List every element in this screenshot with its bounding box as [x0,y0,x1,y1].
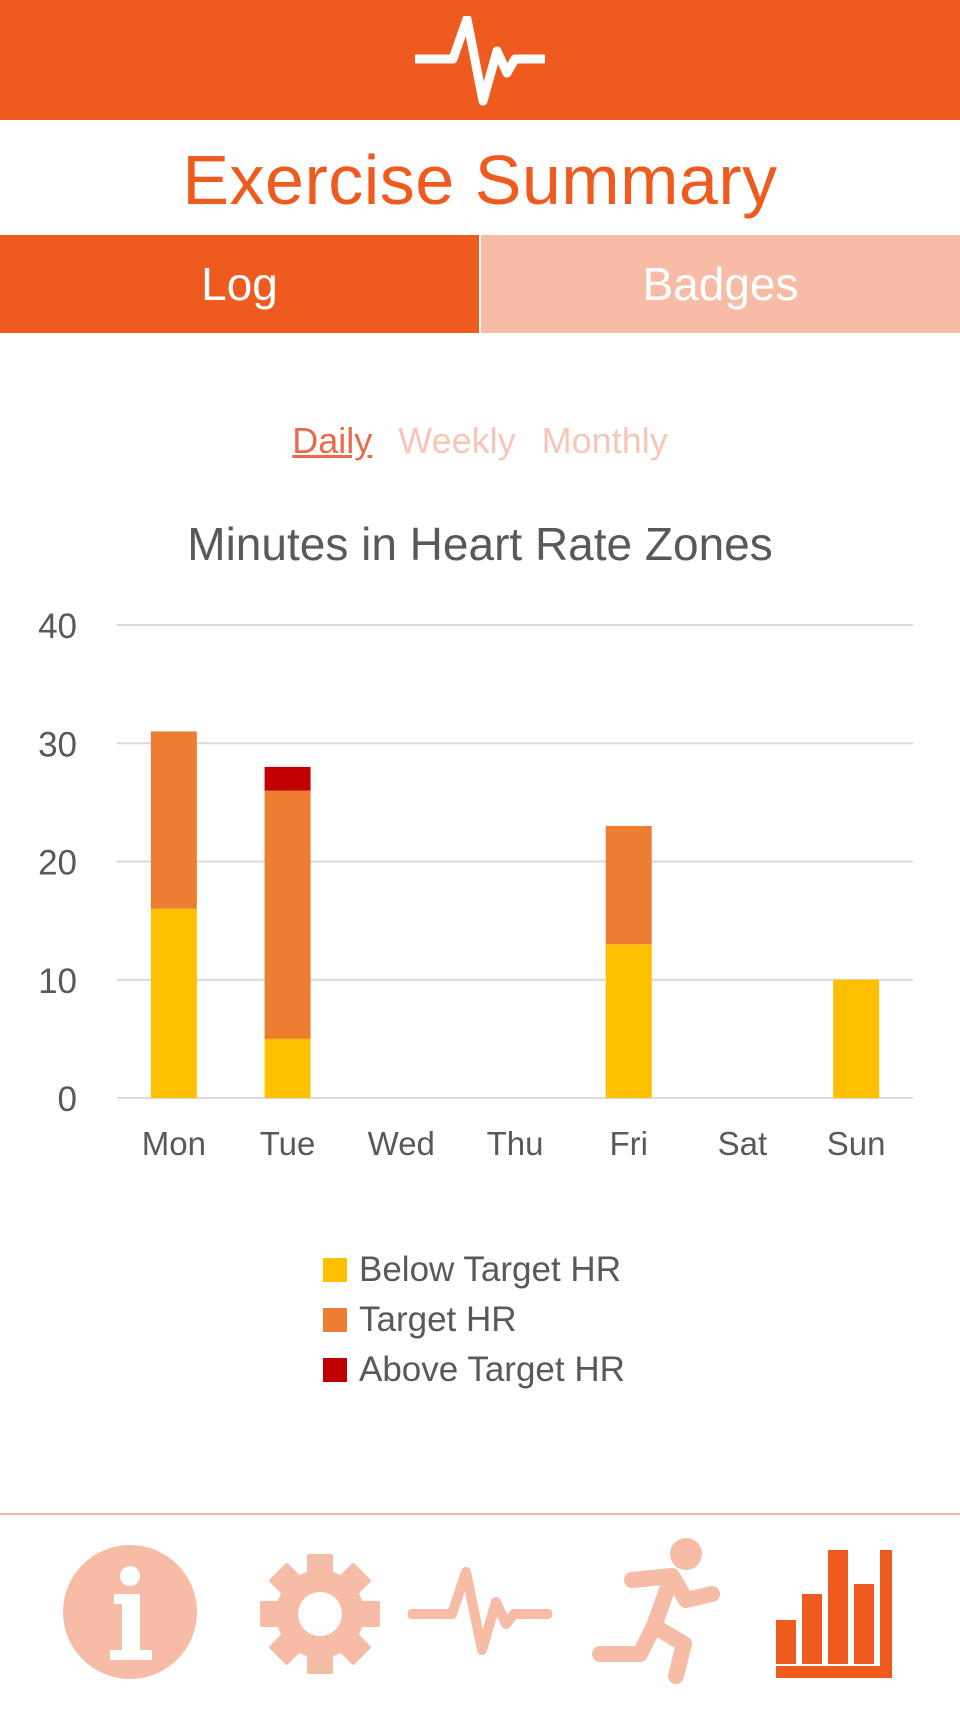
x-tick-label: Sat [718,1125,768,1162]
heart-rate-zones-chart: Minutes in Heart Rate Zones 0 10 20 30 40 Mon T… [38,518,913,1162]
bottom-nav [0,1530,960,1709]
x-tick-label: Wed [368,1125,435,1162]
y-tick-label: 0 [58,1080,77,1119]
tab-badges[interactable]: Badges [481,235,960,333]
nav-heartbeat[interactable] [407,1558,553,1663]
heartbeat-icon [407,1567,553,1655]
gear-icon [260,1554,380,1674]
legend-item-below-target: Below Target HR [323,1245,625,1295]
bar-segment [150,908,197,1098]
tab-bar: Log Badges [0,235,960,333]
period-monthly[interactable]: Monthly [541,420,668,461]
x-tick-label: Tue [260,1125,316,1162]
legend-label-below-target: Below Target HR [359,1250,621,1289]
y-tick-label: 30 [38,725,77,764]
y-tick-label: 10 [38,962,77,1001]
nav-activity[interactable] [588,1536,728,1691]
period-weekly[interactable]: Weekly [398,420,516,461]
legend-swatch-below-target [323,1258,347,1282]
nav-info[interactable] [62,1544,198,1685]
x-tick-label: Sun [827,1125,886,1162]
page-title: Exercise Summary [182,141,778,219]
bar-segment [605,826,652,945]
bar-segment [264,766,311,791]
legend-label-target: Target HR [359,1300,517,1339]
period-selector: Daily Weekly Monthly [0,420,960,462]
legend-item-above-target: Above Target HR [323,1345,625,1395]
legend-label-above-target: Above Target HR [359,1350,625,1389]
running-person-icon [592,1538,720,1684]
period-daily[interactable]: Daily [292,420,373,461]
chart-legend: Below Target HR Target HR Above Target H… [323,1245,625,1395]
bottom-nav-divider [0,1513,960,1515]
info-icon [63,1545,197,1679]
bar-segment [264,1038,311,1098]
bar-segment [150,731,197,909]
x-tick-label: Fri [609,1125,647,1162]
chart-title: Minutes in Heart Rate Zones [187,518,773,570]
bar-chart-icon [776,1550,892,1678]
heartbeat-logo-icon [415,16,545,106]
legend-swatch-above-target [323,1358,347,1382]
tab-log[interactable]: Log [0,235,479,333]
y-tick-label: 40 [38,607,77,646]
legend-swatch-target [323,1308,347,1332]
bar-segment [264,790,311,1039]
bar-segment [833,979,880,1098]
bar-segment [605,944,652,1098]
nav-settings[interactable] [258,1552,382,1681]
nav-stats[interactable] [774,1548,898,1683]
top-app-bar [0,0,960,120]
x-tick-label: Mon [142,1125,206,1162]
y-tick-label: 20 [38,844,77,883]
legend-item-target: Target HR [323,1295,625,1345]
x-tick-label: Thu [487,1125,544,1162]
